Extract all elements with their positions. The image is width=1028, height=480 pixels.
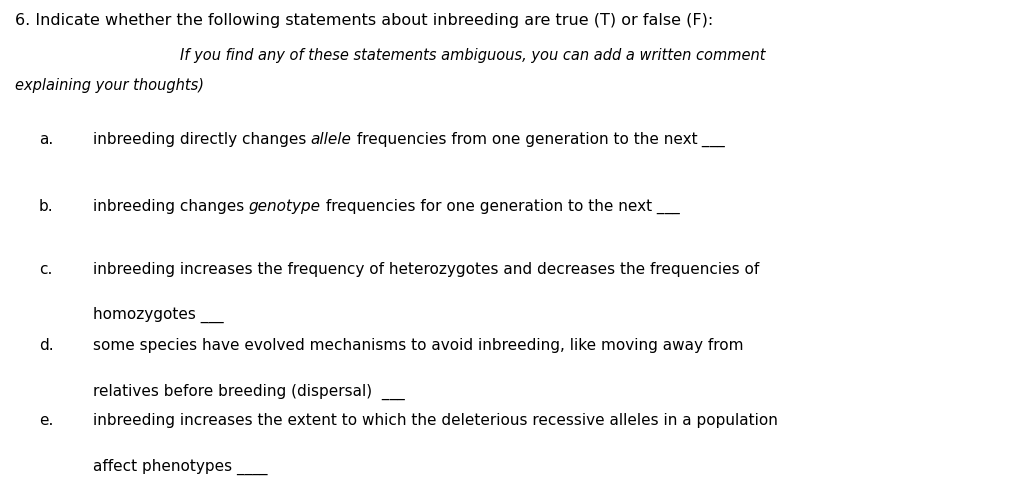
Text: inbreeding increases the extent to which the deleterious recessive alleles in a : inbreeding increases the extent to which… [93, 413, 777, 428]
Text: affect phenotypes ____: affect phenotypes ____ [93, 458, 267, 475]
Text: some species have evolved mechanisms to avoid inbreeding, like moving away from: some species have evolved mechanisms to … [93, 338, 743, 353]
Text: inbreeding directly changes: inbreeding directly changes [93, 132, 310, 147]
Text: inbreeding increases the frequency of heterozygotes and decreases the frequencie: inbreeding increases the frequency of he… [93, 262, 759, 276]
Text: genotype: genotype [249, 199, 321, 214]
Text: frequencies for one generation to the next: frequencies for one generation to the ne… [321, 199, 652, 214]
Text: If you find any of these statements ambiguous, you can add a written comment: If you find any of these statements ambi… [180, 48, 766, 63]
Text: explaining your thoughts): explaining your thoughts) [15, 78, 205, 93]
Text: relatives before breeding (dispersal)  ___: relatives before breeding (dispersal) __… [93, 384, 404, 400]
Text: frequencies from one generation to the next: frequencies from one generation to the n… [352, 132, 697, 147]
Text: e.: e. [39, 413, 53, 428]
Text: d.: d. [39, 338, 53, 353]
Text: a.: a. [39, 132, 53, 147]
Text: b.: b. [39, 199, 53, 214]
Text: ___: ___ [697, 132, 725, 147]
Text: 6. Indicate whether the following statements about inbreeding are true (T) or fa: 6. Indicate whether the following statem… [15, 13, 713, 28]
Text: c.: c. [39, 262, 52, 276]
Text: inbreeding changes: inbreeding changes [93, 199, 249, 214]
Text: ___: ___ [652, 199, 680, 214]
Text: homozygotes ___: homozygotes ___ [93, 307, 223, 324]
Text: allele: allele [310, 132, 352, 147]
